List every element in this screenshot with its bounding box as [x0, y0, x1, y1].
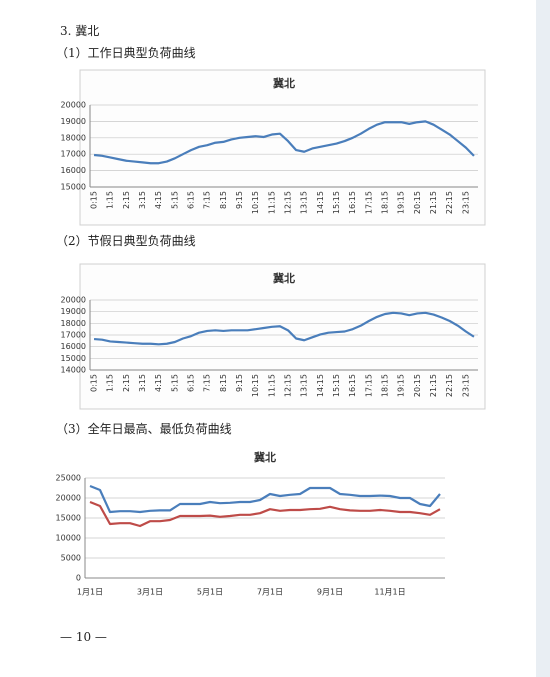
x-tick-label: 1:15 — [106, 374, 115, 392]
x-tick-label: 13:15 — [300, 374, 309, 397]
x-tick-label: 5:15 — [170, 374, 179, 392]
y-tick-label: 17000 — [61, 150, 86, 159]
section-heading: 3. 冀北 — [60, 24, 100, 38]
y-tick-label: 19000 — [61, 307, 86, 316]
caption: （1）工作日典型负荷曲线 — [56, 46, 196, 60]
x-tick-label: 18:15 — [381, 191, 390, 214]
caption: （3）全年日最高、最低负荷曲线 — [56, 422, 232, 436]
x-tick-label: 9月1日 — [317, 588, 343, 597]
x-tick-label: 21:15 — [429, 191, 438, 214]
x-tick-label: 15:15 — [332, 191, 341, 214]
x-tick-label: 2:15 — [122, 191, 131, 209]
x-tick-label: 14:15 — [316, 191, 325, 214]
y-tick-label: 0 — [76, 574, 81, 583]
x-tick-label: 3:15 — [138, 374, 147, 392]
y-tick-label: 18000 — [61, 319, 86, 328]
x-tick-label: 20:15 — [413, 191, 422, 214]
x-tick-label: 9:15 — [235, 374, 244, 392]
y-tick-label: 20000 — [56, 494, 81, 503]
x-tick-label: 7:15 — [203, 191, 212, 209]
chart-title: 冀北 — [273, 76, 295, 90]
y-tick-label: 5000 — [61, 554, 81, 563]
x-tick-label: 15:15 — [332, 374, 341, 397]
x-tick-label: 22:15 — [445, 374, 454, 397]
x-tick-label: 20:15 — [413, 374, 422, 397]
y-tick-label: 20000 — [61, 101, 86, 110]
y-tick-label: 16000 — [61, 166, 86, 175]
x-tick-label: 8:15 — [219, 191, 228, 209]
x-tick-label: 6:15 — [187, 191, 196, 209]
x-tick-label: 7月1日 — [257, 588, 283, 597]
x-tick-label: 17:15 — [364, 374, 373, 397]
caption: （2）节假日典型负荷曲线 — [56, 234, 196, 248]
load-line — [93, 311, 475, 346]
x-tick-label: 19:15 — [397, 191, 406, 214]
x-tick-label: 23:15 — [461, 374, 470, 397]
y-tick-label: 18000 — [61, 133, 86, 142]
load-line — [89, 500, 441, 528]
y-tick-label: 10000 — [56, 534, 81, 543]
page-number: — 10 — — [60, 630, 107, 644]
x-tick-label: 22:15 — [445, 191, 454, 214]
y-tick-label: 15000 — [61, 354, 86, 363]
x-tick-label: 9:15 — [235, 191, 244, 209]
y-tick-label: 15000 — [61, 183, 86, 192]
x-tick-label: 6:15 — [187, 374, 196, 392]
x-tick-label: 19:15 — [397, 374, 406, 397]
x-tick-label: 10:15 — [251, 374, 260, 397]
x-tick-label: 16:15 — [348, 374, 357, 397]
x-tick-label: 14:15 — [316, 374, 325, 397]
y-tick-label: 14000 — [61, 366, 86, 375]
chart-frame — [79, 69, 486, 226]
x-tick-label: 17:15 — [364, 191, 373, 214]
load-line — [93, 120, 475, 165]
x-tick-label: 0:15 — [90, 374, 99, 392]
x-tick-label: 16:15 — [348, 191, 357, 214]
y-tick-label: 15000 — [56, 514, 81, 523]
x-tick-label: 2:15 — [122, 374, 131, 392]
x-tick-label: 12:15 — [284, 374, 293, 397]
x-tick-label: 11:15 — [267, 191, 276, 214]
x-tick-label: 12:15 — [284, 191, 293, 214]
x-tick-label: 7:15 — [203, 374, 212, 392]
x-tick-label: 23:15 — [461, 191, 470, 214]
chart-title: 冀北 — [273, 271, 295, 285]
chart-title: 冀北 — [254, 450, 276, 464]
x-tick-label: 4:15 — [154, 374, 163, 392]
y-tick-label: 25000 — [56, 474, 81, 483]
x-tick-label: 5:15 — [170, 191, 179, 209]
y-tick-label: 19000 — [61, 117, 86, 126]
x-tick-label: 21:15 — [429, 374, 438, 397]
x-tick-label: 4:15 — [154, 191, 163, 209]
y-tick-label: 20000 — [61, 296, 86, 305]
x-tick-label: 5月1日 — [197, 588, 223, 597]
x-tick-label: 18:15 — [381, 374, 390, 397]
x-tick-label: 1月1日 — [77, 588, 103, 597]
y-tick-label: 16000 — [61, 342, 86, 351]
x-tick-label: 10:15 — [251, 191, 260, 214]
y-tick-label: 17000 — [61, 331, 86, 340]
x-tick-label: 0:15 — [90, 191, 99, 209]
x-tick-label: 3月1日 — [137, 588, 163, 597]
x-tick-label: 8:15 — [219, 374, 228, 392]
x-tick-label: 13:15 — [300, 191, 309, 214]
x-tick-label: 11:15 — [267, 374, 276, 397]
load-line — [89, 484, 441, 514]
x-tick-label: 3:15 — [138, 191, 147, 209]
chart-frame — [79, 263, 486, 410]
x-tick-label: 1:15 — [106, 191, 115, 209]
x-tick-label: 11月1日 — [374, 588, 405, 597]
side-strip — [536, 0, 550, 677]
